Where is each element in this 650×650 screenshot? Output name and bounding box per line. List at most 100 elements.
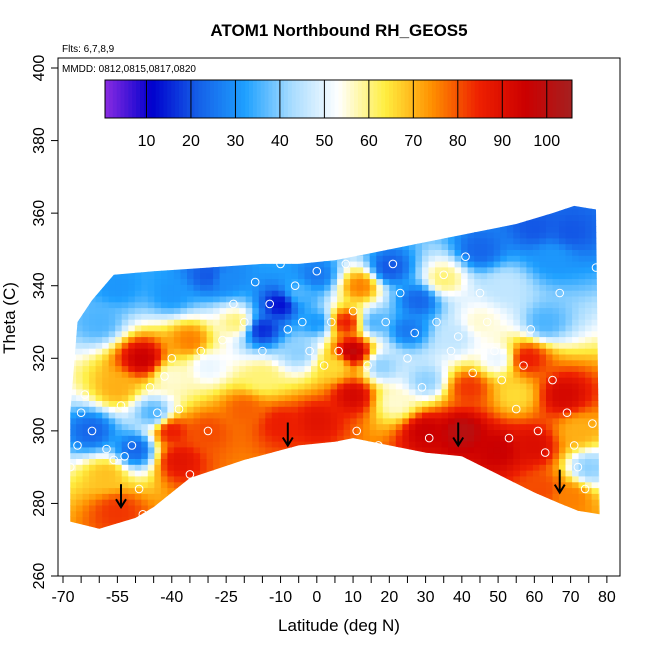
rh-cell xyxy=(441,377,449,384)
rh-cell xyxy=(324,255,332,262)
rh-cell xyxy=(239,284,247,291)
rh-cell xyxy=(160,423,168,430)
rh-cell xyxy=(291,470,299,477)
rh-cell xyxy=(128,313,136,320)
rh-cell xyxy=(376,481,384,489)
rh-cell xyxy=(173,475,181,483)
rh-cell xyxy=(369,458,377,465)
rh-cell xyxy=(526,429,534,436)
rh-cell xyxy=(89,417,97,425)
rh-cell xyxy=(500,191,507,197)
rh-cell xyxy=(95,458,103,465)
rh-cell xyxy=(369,272,377,280)
rh-cell xyxy=(389,261,397,268)
rh-cell xyxy=(141,243,149,250)
rh-cell xyxy=(363,226,371,233)
rh-cell xyxy=(356,441,364,448)
rh-cell xyxy=(115,377,123,384)
rh-cell xyxy=(605,499,612,505)
rh-cell xyxy=(506,255,514,262)
rh-cell xyxy=(245,493,253,500)
rh-cell xyxy=(337,510,345,518)
rh-cell xyxy=(70,452,77,459)
rh-cell xyxy=(219,348,227,355)
rh-cell xyxy=(239,400,247,407)
rh-cell xyxy=(559,284,567,291)
rh-cell xyxy=(493,214,501,221)
rh-cell xyxy=(513,301,521,309)
rh-cell xyxy=(180,243,188,250)
rh-cell xyxy=(441,261,449,268)
rh-cell xyxy=(271,458,279,465)
rh-cell xyxy=(376,191,383,197)
rh-cell xyxy=(539,435,547,442)
rh-cell xyxy=(317,330,325,338)
rh-cell xyxy=(435,226,443,233)
rh-cell xyxy=(532,417,540,425)
rh-cell xyxy=(324,284,332,291)
rh-cell xyxy=(467,510,475,518)
rh-cell xyxy=(415,412,423,419)
rh-cell xyxy=(343,516,351,523)
rh-cell xyxy=(304,290,312,297)
rh-cell xyxy=(402,394,410,401)
rh-cell xyxy=(89,446,97,454)
rh-cell xyxy=(526,243,534,250)
rh-cell xyxy=(154,383,162,390)
rh-cell xyxy=(317,272,325,280)
rh-cell xyxy=(102,342,110,349)
rh-cell xyxy=(252,365,260,372)
rh-cell xyxy=(187,371,195,378)
rh-cell xyxy=(572,522,580,529)
rh-cell xyxy=(350,504,358,512)
rh-cell xyxy=(448,243,456,250)
rh-cell xyxy=(408,504,416,512)
rh-cell xyxy=(180,510,188,518)
rh-cell xyxy=(526,516,534,523)
rh-cell xyxy=(552,319,560,326)
rh-cell xyxy=(226,435,234,442)
rh-cell xyxy=(160,342,168,349)
rh-cell xyxy=(474,377,482,384)
rh-cell xyxy=(356,481,364,489)
rh-cell xyxy=(147,394,155,401)
rh-cell xyxy=(226,348,234,355)
rh-cell xyxy=(109,191,116,197)
rh-cell xyxy=(546,441,554,448)
rh-cell xyxy=(232,261,240,268)
rh-cell xyxy=(278,441,286,448)
rh-cell xyxy=(141,470,149,477)
rh-cell xyxy=(311,272,319,280)
rh-cell xyxy=(454,266,462,274)
rh-cell xyxy=(441,255,449,262)
rh-cell xyxy=(108,499,116,506)
rh-cell xyxy=(180,377,188,384)
rh-cell xyxy=(513,446,521,454)
rh-cell xyxy=(396,534,403,540)
rh-cell xyxy=(454,406,462,413)
rh-cell xyxy=(304,208,312,216)
rh-cell xyxy=(487,313,495,320)
rh-cell xyxy=(108,394,116,401)
rh-cell xyxy=(480,522,488,529)
rh-cell xyxy=(532,487,540,494)
rh-cell xyxy=(513,388,521,396)
rh-cell xyxy=(167,255,175,262)
rh-cell xyxy=(180,417,188,425)
rh-cell xyxy=(500,214,508,221)
rh-cell xyxy=(160,394,168,401)
rh-cell xyxy=(422,464,430,471)
rh-cell xyxy=(572,481,580,489)
rh-cell xyxy=(271,481,279,489)
rh-cell xyxy=(226,290,234,297)
rh-cell xyxy=(63,255,70,261)
rh-cell xyxy=(134,510,142,518)
rh-cell xyxy=(395,452,403,459)
rh-cell xyxy=(180,205,188,210)
rh-cell xyxy=(154,417,162,425)
rh-cell xyxy=(591,458,599,465)
rh-cell xyxy=(63,482,70,488)
rh-cell xyxy=(369,493,377,500)
rh-cell xyxy=(454,475,462,483)
rh-cell xyxy=(265,359,273,367)
